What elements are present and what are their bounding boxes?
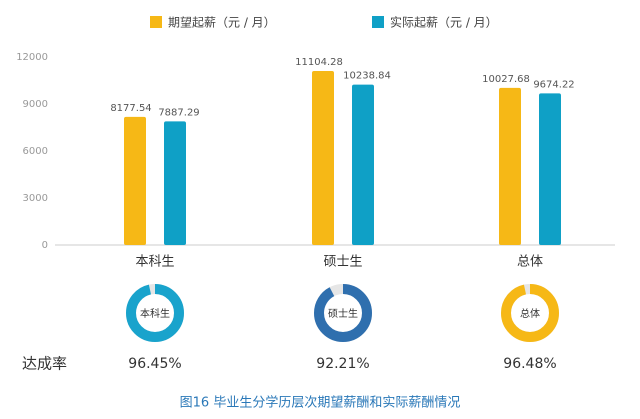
donut-arc (314, 284, 372, 342)
y-tick-label: 0 (42, 240, 48, 251)
bar (312, 71, 334, 245)
rate-label: 92.21% (316, 356, 369, 372)
value-label: 9674.22 (533, 79, 574, 90)
rate-label: 96.48% (503, 356, 556, 372)
donut-label: 本科生 (140, 307, 170, 320)
bar (164, 121, 186, 245)
bar (499, 87, 521, 245)
rate-label: 96.45% (128, 356, 181, 372)
donut-arc (501, 284, 559, 342)
bar (352, 84, 374, 245)
legend-label: 实际起薪（元 / 月） (390, 15, 498, 30)
legend-label: 期望起薪（元 / 月） (168, 16, 276, 30)
x-tick-label: 本科生 (135, 255, 174, 270)
caption: 图16 毕业生分学历层次期望薪酬和实际薪酬情况 (180, 395, 461, 411)
y-tick-label: 9000 (23, 99, 48, 110)
value-label: 10027.68 (482, 74, 530, 85)
value-label: 11104.28 (295, 57, 343, 68)
x-tick-label: 总体 (517, 255, 543, 270)
value-label: 7887.29 (158, 107, 199, 118)
donut-title: 达成率 (22, 355, 67, 373)
bar (124, 116, 146, 245)
y-tick-label: 12000 (16, 52, 48, 63)
y-tick-label: 6000 (23, 146, 48, 157)
bar (539, 93, 561, 245)
donut-arc (126, 284, 184, 342)
value-label: 10238.84 (343, 71, 391, 82)
donut-label: 总体 (520, 307, 540, 320)
legend-swatch (372, 16, 384, 28)
x-tick-label: 硕士生 (323, 255, 362, 270)
donut-label: 硕士生 (328, 307, 358, 320)
y-tick-label: 3000 (23, 193, 48, 204)
value-label: 8177.54 (110, 103, 151, 114)
legend-swatch (150, 16, 162, 28)
